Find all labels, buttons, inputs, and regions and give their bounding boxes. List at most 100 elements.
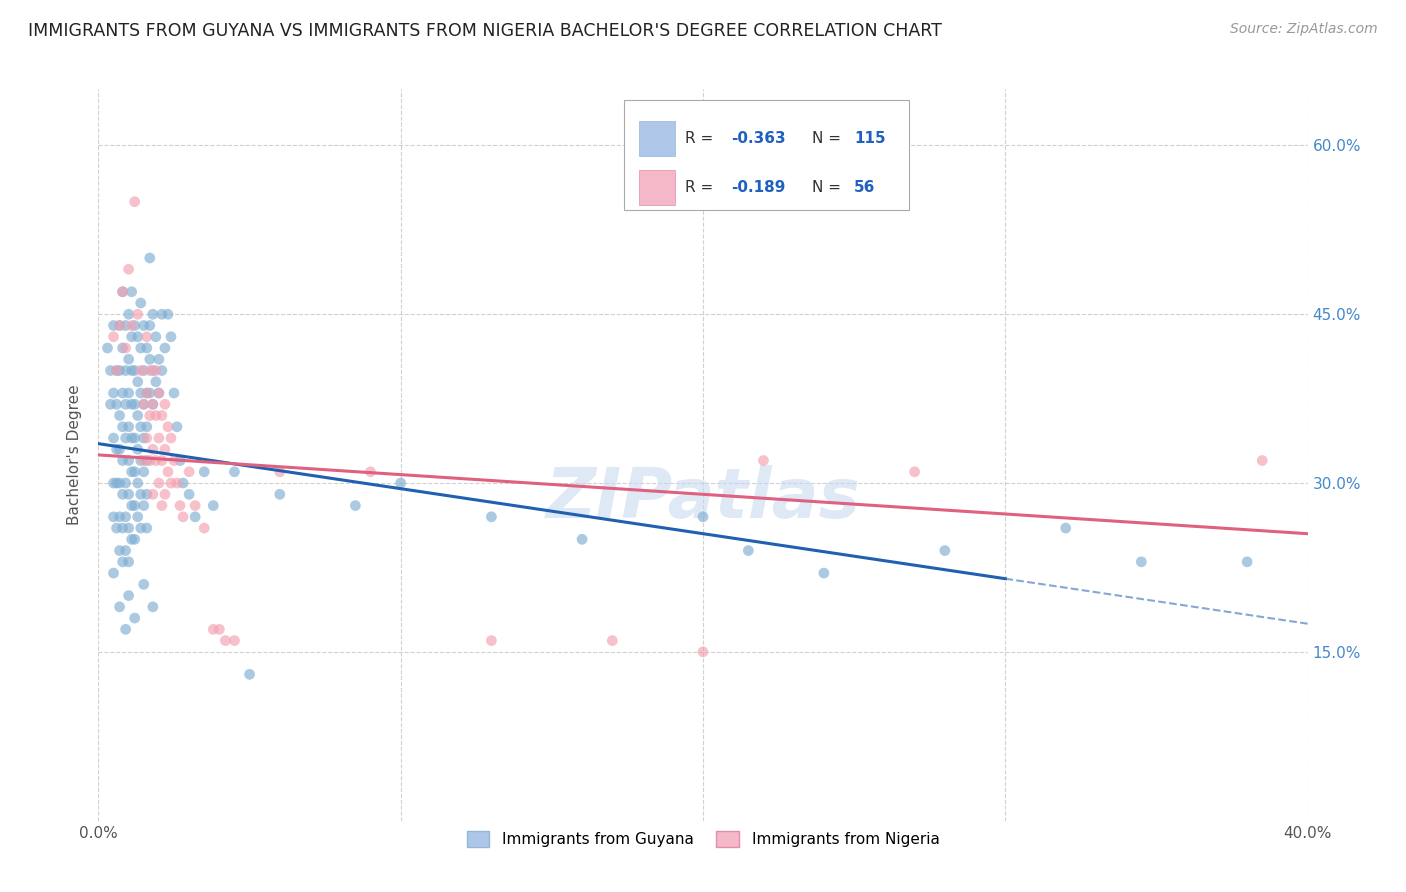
- Point: [269, 487, 291, 501]
- Point: [129, 386, 152, 401]
- Point: [103, 566, 125, 580]
- Point: [752, 453, 775, 467]
- Point: [124, 194, 146, 209]
- Point: [129, 521, 152, 535]
- Point: [124, 465, 146, 479]
- Point: [121, 533, 143, 547]
- Point: [160, 476, 183, 491]
- Point: [156, 419, 179, 434]
- Point: [389, 476, 412, 491]
- Point: [193, 521, 215, 535]
- Point: [114, 509, 136, 524]
- Point: [121, 431, 143, 445]
- Text: 56: 56: [855, 180, 876, 195]
- Point: [118, 589, 141, 603]
- Point: [105, 397, 128, 411]
- Point: [692, 645, 714, 659]
- Point: [142, 487, 165, 501]
- Point: [118, 555, 141, 569]
- Point: [184, 499, 207, 513]
- Point: [813, 566, 835, 580]
- Point: [108, 442, 131, 457]
- Point: [150, 409, 173, 423]
- Point: [114, 543, 136, 558]
- Point: [150, 363, 173, 377]
- Point: [132, 318, 155, 333]
- Point: [111, 285, 134, 299]
- Point: [114, 623, 136, 637]
- Point: [108, 599, 131, 614]
- FancyBboxPatch shape: [638, 121, 675, 156]
- Point: [111, 285, 134, 299]
- Point: [153, 487, 176, 501]
- Point: [108, 476, 131, 491]
- Point: [132, 397, 155, 411]
- Point: [121, 499, 143, 513]
- Point: [179, 465, 201, 479]
- Point: [132, 363, 155, 377]
- Point: [135, 330, 157, 344]
- Point: [904, 465, 927, 479]
- Point: [142, 307, 165, 321]
- Point: [105, 476, 128, 491]
- Point: [114, 431, 136, 445]
- Point: [145, 409, 167, 423]
- Point: [132, 499, 155, 513]
- Point: [124, 499, 146, 513]
- Point: [139, 386, 162, 401]
- Point: [105, 521, 128, 535]
- Point: [114, 476, 136, 491]
- Point: [105, 363, 128, 377]
- Point: [118, 419, 141, 434]
- Point: [153, 397, 176, 411]
- Point: [737, 543, 759, 558]
- Point: [224, 633, 246, 648]
- Point: [193, 465, 215, 479]
- Point: [602, 633, 624, 648]
- Point: [135, 419, 157, 434]
- Point: [114, 341, 136, 355]
- Point: [132, 431, 155, 445]
- Point: [111, 453, 134, 467]
- Point: [129, 341, 152, 355]
- Point: [142, 397, 165, 411]
- Point: [111, 341, 134, 355]
- Point: [1130, 555, 1153, 569]
- Point: [239, 667, 262, 681]
- Text: N =: N =: [811, 180, 845, 195]
- Point: [142, 363, 165, 377]
- Point: [129, 419, 152, 434]
- Point: [118, 262, 141, 277]
- Point: [132, 453, 155, 467]
- Point: [121, 285, 143, 299]
- Point: [124, 397, 146, 411]
- Point: [105, 442, 128, 457]
- Point: [148, 431, 170, 445]
- Point: [135, 386, 157, 401]
- Point: [124, 533, 146, 547]
- Point: [118, 307, 141, 321]
- Point: [111, 555, 134, 569]
- Point: [127, 476, 149, 491]
- Point: [150, 307, 173, 321]
- Point: [145, 363, 167, 377]
- Point: [135, 386, 157, 401]
- Point: [118, 352, 141, 367]
- Point: [111, 419, 134, 434]
- Point: [114, 318, 136, 333]
- Point: [124, 431, 146, 445]
- Point: [150, 499, 173, 513]
- Point: [163, 453, 186, 467]
- Point: [124, 611, 146, 625]
- Text: -0.189: -0.189: [731, 180, 785, 195]
- Point: [114, 363, 136, 377]
- Point: [139, 409, 162, 423]
- Point: [148, 386, 170, 401]
- Point: [100, 397, 122, 411]
- Point: [124, 363, 146, 377]
- Point: [127, 307, 149, 321]
- Point: [169, 499, 191, 513]
- Point: [142, 397, 165, 411]
- Point: [150, 453, 173, 467]
- Point: [103, 318, 125, 333]
